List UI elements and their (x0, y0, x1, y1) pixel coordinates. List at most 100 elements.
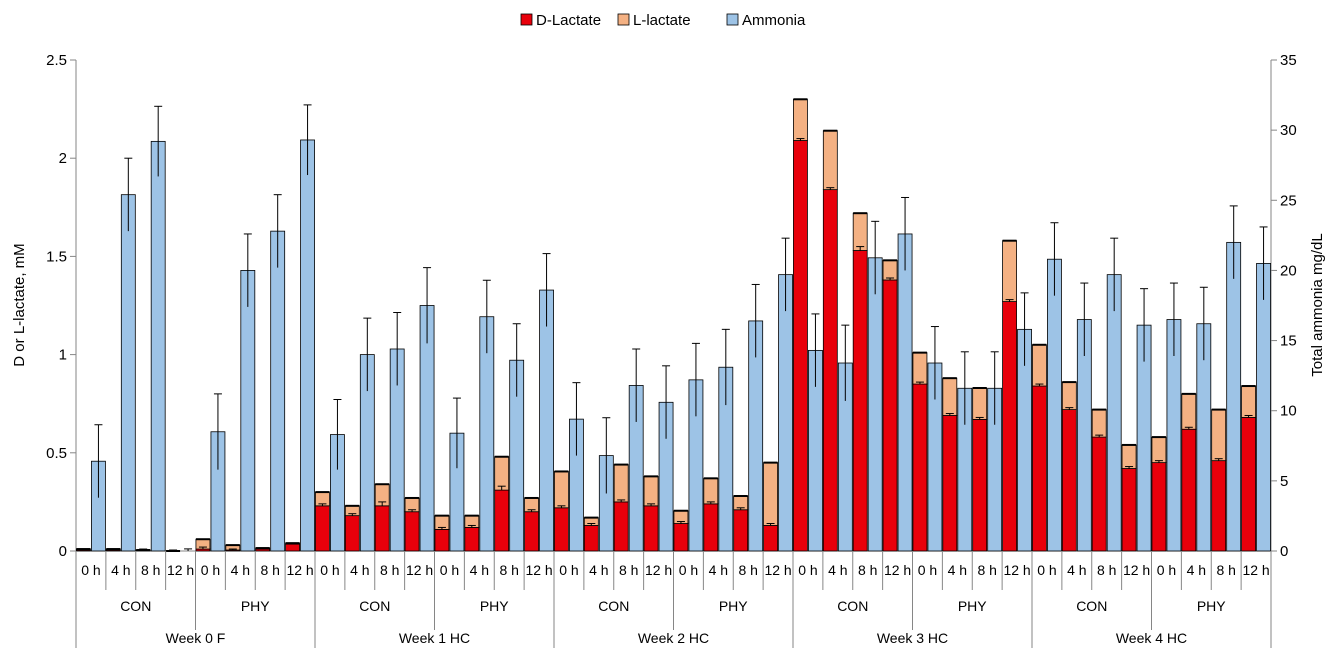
l-lactate-bar (1181, 393, 1197, 430)
d-lactate-bar (583, 525, 599, 552)
time-label: 8 h (499, 562, 518, 578)
time-label: 8 h (141, 562, 160, 578)
d-lactate-bar (613, 501, 629, 552)
d-lactate-bar (404, 511, 420, 552)
bar-group (972, 351, 1003, 552)
bar-group (763, 237, 793, 552)
bar-group (912, 326, 943, 552)
d-lactate-bar (882, 279, 898, 552)
time-label: 8 h (619, 562, 638, 578)
d-lactate-bar (703, 503, 719, 552)
l-lactate-bar (1241, 385, 1256, 418)
d-lactate-bar (1032, 385, 1047, 552)
d-lactate-bar (1091, 436, 1107, 552)
legend-label: D-Lactate (536, 12, 601, 29)
l-lactate-bar (822, 130, 838, 191)
bar-group (494, 323, 525, 552)
bar-group (643, 365, 674, 552)
time-label: 4 h (111, 562, 130, 578)
time-label: 12 h (645, 562, 672, 578)
bar-group (76, 424, 106, 552)
bar-group (135, 105, 166, 552)
time-label: 12 h (525, 562, 552, 578)
ammonia-bar (240, 270, 256, 552)
d-lactate-bar (1151, 462, 1167, 552)
bar-group (1181, 286, 1212, 552)
bar-group (1151, 282, 1182, 552)
d-lactate-bar (822, 189, 838, 552)
week-label: Week 2 HC (638, 630, 709, 646)
time-label: 4 h (470, 562, 489, 578)
d-lactate-bar (1002, 301, 1017, 552)
bar-group (554, 382, 584, 552)
treatment-label: PHY (480, 598, 509, 614)
l-lactate-bar (1091, 409, 1107, 438)
bar-group (404, 267, 435, 552)
time-label: 12 h (884, 562, 911, 578)
time-label: 4 h (589, 562, 608, 578)
bar-group (1061, 282, 1092, 552)
treatment-label: PHY (958, 598, 987, 614)
time-label: 12 h (406, 562, 433, 578)
bar-group (733, 283, 764, 552)
y-axis-label-left: D or L-lactate, mM (11, 243, 28, 366)
time-label: 12 h (286, 562, 313, 578)
y-tick-label-left: 2.5 (46, 52, 67, 69)
time-label: 4 h (231, 562, 250, 578)
d-lactate-bar (1211, 460, 1227, 552)
d-lactate-bar (733, 509, 749, 552)
bar-group (344, 317, 375, 552)
y-tick-label-right: 35 (1280, 52, 1297, 69)
legend-swatch (617, 13, 630, 26)
d-lactate-bar (793, 140, 808, 552)
bar-group (583, 417, 614, 552)
ammonia-bar (1047, 258, 1062, 552)
time-label: 4 h (1067, 562, 1086, 578)
week-label: Week 0 F (166, 630, 226, 646)
bar-group (1032, 222, 1062, 552)
l-lactate-bar (793, 98, 808, 141)
bar-group (1002, 239, 1032, 552)
time-label: 12 h (1003, 562, 1030, 578)
d-lactate-bar (464, 527, 480, 552)
y-axis-label-right: Total ammonia mg/dL (1309, 233, 1326, 376)
bar-group (315, 398, 345, 552)
time-label: 8 h (1216, 562, 1235, 578)
d-lactate-bar (1241, 417, 1256, 552)
category-axis: 0 h 4 h 8 h 12 h 0 h 4 h 8 h 12 h 0 h 4 h 8 h 12 h 0… (75, 551, 1272, 648)
treatment-label: CON (120, 598, 151, 614)
y-tick-label-right: 15 (1280, 333, 1297, 350)
l-lactate-bar (912, 352, 928, 385)
bar-group (852, 212, 883, 552)
bar-group (434, 397, 465, 552)
l-lactate-bar (763, 462, 778, 526)
time-label: 8 h (738, 562, 757, 578)
bar-group (255, 194, 286, 552)
week-label: Week 3 HC (877, 630, 948, 646)
l-lactate-bar (703, 477, 719, 505)
time-label: 0 h (1157, 562, 1176, 578)
l-lactate-bar (494, 456, 510, 491)
l-lactate-bar (1002, 240, 1017, 302)
bar-group (942, 351, 973, 552)
time-label: 8 h (977, 562, 996, 578)
treatment-label: PHY (719, 598, 748, 614)
time-label: 0 h (918, 562, 937, 578)
ammonia-bar (1106, 274, 1122, 552)
time-label: 8 h (260, 562, 279, 578)
d-lactate-bar (852, 250, 868, 552)
bar-group (374, 312, 405, 552)
l-lactate-bar (613, 464, 629, 503)
time-label: 0 h (440, 562, 459, 578)
d-lactate-bar (673, 523, 689, 552)
bar-group (166, 548, 193, 552)
ammonia-bar (539, 289, 554, 552)
l-lactate-bar (1151, 436, 1167, 464)
bar-group (105, 157, 136, 552)
bar-group (613, 348, 644, 552)
d-lactate-bar (285, 543, 300, 552)
bar-group (464, 279, 495, 552)
bar-group (285, 104, 315, 552)
time-label: 4 h (709, 562, 728, 578)
d-lactate-bar (942, 415, 958, 552)
